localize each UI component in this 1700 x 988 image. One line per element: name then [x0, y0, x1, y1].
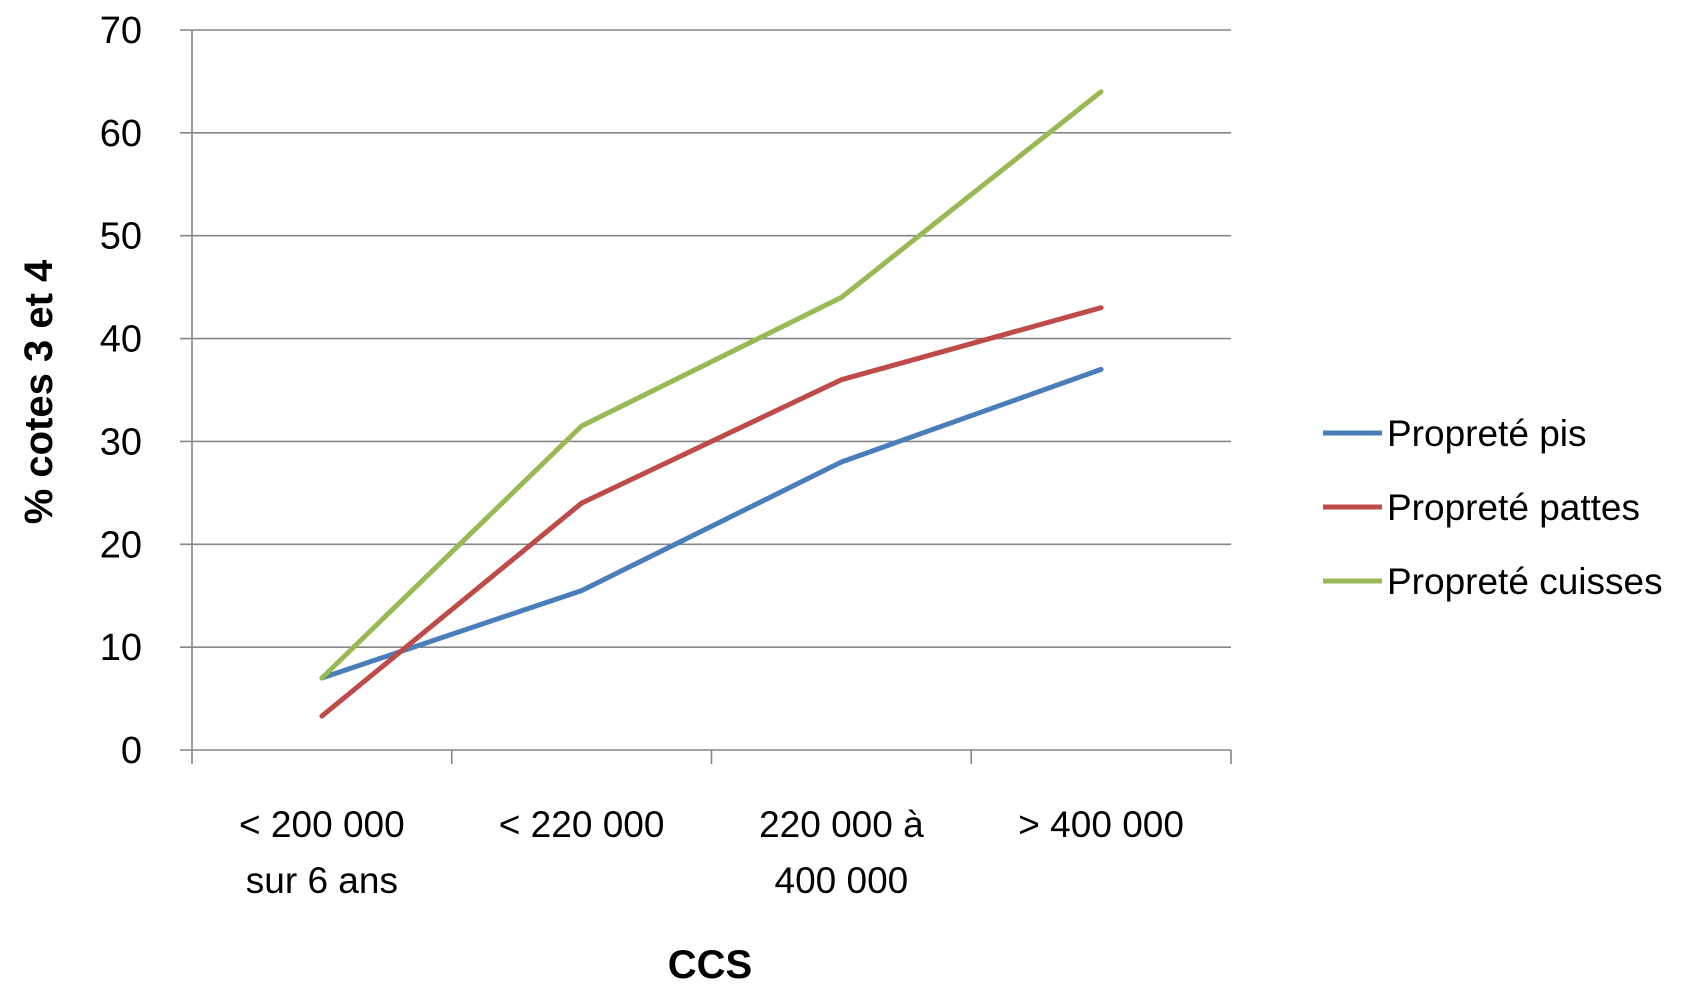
x-tick-labels: < 200 000 sur 6 ans < 220 000 220 000 à 400 … — [239, 804, 1184, 901]
y-tick-label: 40 — [100, 319, 142, 361]
x-tick-label: 220 000 à — [759, 804, 924, 845]
y-tick-label: 30 — [100, 421, 142, 463]
legend: Propreté pis Propreté pattes Propreté cuis… — [1323, 413, 1663, 602]
y-tick-label: 10 — [100, 627, 142, 669]
y-axis-title: % cotes 3 et 4 — [17, 259, 61, 524]
y-tick-labels: 0 10 20 30 40 50 60 70 — [100, 10, 142, 772]
y-tick-label: 50 — [100, 216, 142, 258]
legend-label: Propreté cuisses — [1387, 561, 1663, 602]
series-line-3 — [319, 89, 1104, 681]
legend-label: Propreté pis — [1387, 413, 1587, 454]
series-line-2 — [319, 305, 1104, 719]
legend-label: Propreté pattes — [1387, 487, 1640, 528]
y-tick-label: 0 — [121, 730, 142, 772]
y-tick-label: 70 — [100, 10, 142, 52]
x-tick-label: > 400 000 — [1018, 804, 1184, 845]
series-lines — [319, 89, 1104, 719]
gridlines — [180, 29, 1231, 648]
x-tick-label: sur 6 ans — [246, 860, 398, 901]
x-tick-label: < 200 000 — [239, 804, 405, 845]
y-tick-label: 60 — [100, 113, 142, 155]
x-axis-title: CCS — [668, 943, 752, 983]
axes — [180, 30, 1232, 764]
x-tick-label: < 220 000 — [499, 804, 665, 845]
series-line-1 — [319, 366, 1104, 681]
y-tick-label: 20 — [100, 524, 142, 566]
x-tick-label: 400 000 — [775, 860, 909, 901]
